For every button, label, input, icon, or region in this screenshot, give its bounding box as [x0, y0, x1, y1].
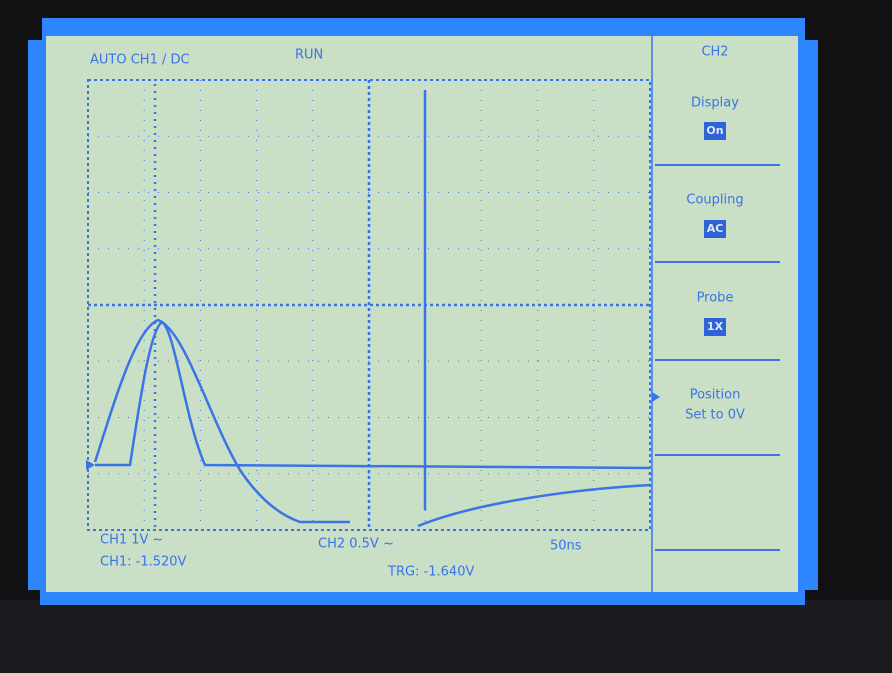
menu-label[interactable]: Coupling — [686, 193, 743, 208]
desk — [0, 600, 892, 673]
menu-value[interactable]: 1X — [707, 320, 724, 333]
menu-title: CH2 — [701, 45, 728, 60]
menu-value[interactable]: On — [706, 124, 723, 137]
run-state: RUN — [295, 48, 323, 63]
screen — [46, 36, 798, 592]
menu-label[interactable]: Probe — [697, 291, 734, 306]
ch1-scale: CH1 1V ~ — [100, 533, 163, 548]
menu-detail[interactable]: Set to 0V — [685, 408, 745, 423]
menu-value[interactable]: AC — [707, 222, 724, 235]
timebase: 50ns — [550, 539, 582, 554]
ch2-scale: CH2 0.5V ~ — [318, 537, 394, 552]
menu-label[interactable]: Display — [691, 96, 739, 111]
menu-label[interactable]: Position — [690, 388, 741, 403]
scope-photo: AUTO CH1 / DC RUN CH2 Display On Couplin… — [0, 0, 892, 673]
mode: AUTO CH1 / DC — [90, 53, 190, 68]
trigger-level: TRG: -1.640V — [387, 565, 474, 580]
ch1-level: CH1: -1.520V — [100, 555, 187, 570]
